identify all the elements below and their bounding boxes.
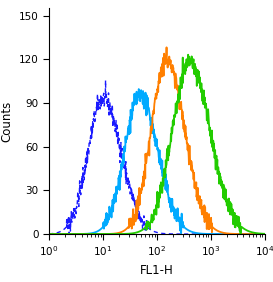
Y-axis label: Counts: Counts: [1, 101, 13, 142]
X-axis label: FL1-H: FL1-H: [140, 264, 174, 277]
